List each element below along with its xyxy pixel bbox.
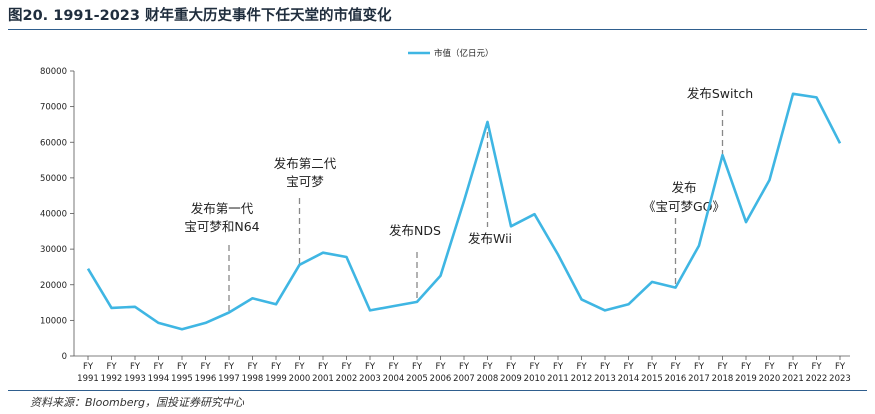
x-tick-prefix: FY xyxy=(177,362,188,372)
x-tick-prefix: FY xyxy=(600,362,611,372)
x-tick-prefix: FY xyxy=(247,362,258,372)
x-tick-prefix: FY xyxy=(388,362,399,372)
x-tick-prefix: FY xyxy=(529,362,540,372)
x-tick-prefix: FY xyxy=(670,362,681,372)
x-tick-label: 2004 xyxy=(383,374,405,384)
x-tick-label: 1991 xyxy=(77,374,99,384)
y-tick-label: 0 xyxy=(62,352,67,362)
x-tick-label: 2015 xyxy=(641,374,663,384)
x-tick-prefix: FY xyxy=(811,362,822,372)
x-tick-prefix: FY xyxy=(318,362,329,372)
annotation-label: 发布第一代 xyxy=(191,201,254,216)
x-tick-label: 2019 xyxy=(735,374,757,384)
title-underline xyxy=(8,29,867,30)
x-tick-prefix: FY xyxy=(482,362,493,372)
x-tick-prefix: FY xyxy=(435,362,446,372)
x-tick-label: 1997 xyxy=(218,374,240,384)
x-tick-label: 1995 xyxy=(171,374,193,384)
x-tick-prefix: FY xyxy=(294,362,305,372)
series-line-market-cap xyxy=(86,92,842,331)
x-tick-label: 2012 xyxy=(571,374,593,384)
annotation-label: 发布第二代 xyxy=(274,156,337,171)
x-tick-prefix: FY xyxy=(717,362,728,372)
x-tick-label: 2021 xyxy=(782,374,804,384)
x-tick-prefix: FY xyxy=(835,362,846,372)
annotation-label: 发布NDS xyxy=(389,223,441,238)
x-tick-label: 2022 xyxy=(806,374,828,384)
y-tick-label: 10000 xyxy=(40,316,67,326)
legend-label: 市值（亿日元） xyxy=(434,48,494,59)
x-tick-label: 2013 xyxy=(594,374,616,384)
x-tick-label: 2003 xyxy=(359,374,381,384)
x-tick-prefix: FY xyxy=(412,362,423,372)
x-tick-prefix: FY xyxy=(106,362,117,372)
x-tick-label: 2017 xyxy=(688,374,710,384)
x-tick-label: 2020 xyxy=(759,374,781,384)
x-tick-prefix: FY xyxy=(623,362,634,372)
x-tick-prefix: FY xyxy=(741,362,752,372)
x-tick-prefix: FY xyxy=(341,362,352,372)
x-tick-prefix: FY xyxy=(83,362,94,372)
source-note: 资料来源：Bloomberg，国投证券研究中心 xyxy=(30,396,245,409)
x-tick-label: 2014 xyxy=(618,374,640,384)
x-tick-prefix: FY xyxy=(224,362,235,372)
x-tick-prefix: FY xyxy=(576,362,587,372)
x-tick-label: 2010 xyxy=(524,374,546,384)
bottom-divider xyxy=(8,390,867,391)
y-tick-label: 50000 xyxy=(40,174,67,184)
x-tick-label: 1993 xyxy=(124,374,146,384)
x-tick-prefix: FY xyxy=(506,362,517,372)
x-tick-label: 2007 xyxy=(453,374,475,384)
x-tick-prefix: FY xyxy=(200,362,211,372)
y-tick-label: 40000 xyxy=(40,210,67,220)
x-tick-prefix: FY xyxy=(271,362,282,372)
x-tick-prefix: FY xyxy=(694,362,705,372)
x-tick-prefix: FY xyxy=(647,362,658,372)
x-tick-prefix: FY xyxy=(553,362,564,372)
x-tick-label: 2005 xyxy=(406,374,428,384)
x-tick-label: 1992 xyxy=(101,374,123,384)
y-tick-label: 70000 xyxy=(40,103,67,113)
x-tick-label: 1998 xyxy=(242,374,264,384)
chart-title: 图20. 1991-2023 财年重大历史事件下任天堂的市值变化 xyxy=(8,8,392,24)
x-tick-label: 2016 xyxy=(665,374,687,384)
x-tick-label: 2001 xyxy=(312,374,334,384)
x-tick-label: 2008 xyxy=(477,374,499,384)
y-tick-label: 60000 xyxy=(40,138,67,148)
x-tick-prefix: FY xyxy=(365,362,376,372)
annotation-label: 发布 xyxy=(671,180,696,195)
x-tick-prefix: FY xyxy=(130,362,141,372)
x-tick-label: 2002 xyxy=(336,374,358,384)
x-tick-label: 1996 xyxy=(195,374,217,384)
x-tick-label: 2011 xyxy=(547,374,569,384)
annotation-label: 《宝可梦GO》 xyxy=(643,199,725,214)
y-tick-label: 80000 xyxy=(40,67,67,77)
annotation-label: 发布Wii xyxy=(468,231,512,246)
y-tick-label: 30000 xyxy=(40,245,67,255)
x-tick-label: 1994 xyxy=(148,374,170,384)
x-tick-label: 2000 xyxy=(289,374,311,384)
x-tick-prefix: FY xyxy=(459,362,470,372)
annotation-label: 宝可梦 xyxy=(286,174,324,189)
x-tick-label: 2009 xyxy=(500,374,522,384)
x-tick-label: 2023 xyxy=(829,374,851,384)
x-tick-label: 1999 xyxy=(265,374,287,384)
x-tick-label: 2018 xyxy=(712,374,734,384)
x-tick-prefix: FY xyxy=(764,362,775,372)
y-tick-label: 20000 xyxy=(40,281,67,291)
annotation-label: 发布Switch xyxy=(687,86,753,101)
x-tick-prefix: FY xyxy=(153,362,164,372)
annotation-label: 宝可梦和N64 xyxy=(184,219,259,234)
x-tick-prefix: FY xyxy=(788,362,799,372)
x-tick-label: 2006 xyxy=(430,374,452,384)
